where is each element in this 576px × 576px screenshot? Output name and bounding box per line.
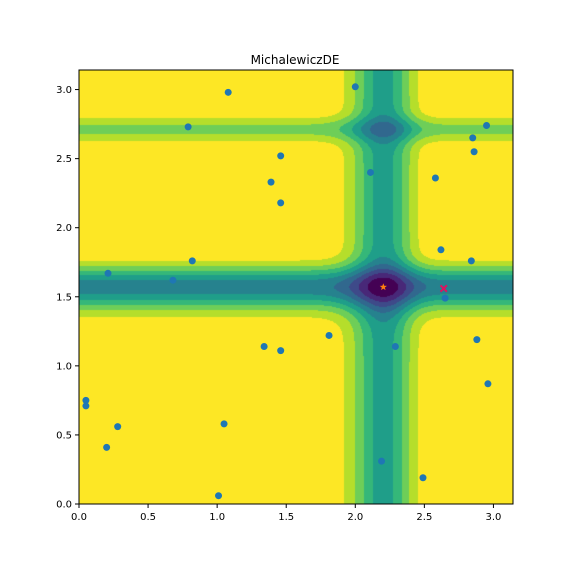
contour-background xyxy=(79,70,513,504)
x-tick-label: 1.5 xyxy=(278,512,294,523)
global-minimum-marker xyxy=(379,283,387,291)
x-tick-label: 3.0 xyxy=(485,512,501,523)
population-point xyxy=(366,168,374,176)
data-marks xyxy=(82,83,492,500)
population-point xyxy=(103,443,111,451)
population-point xyxy=(391,343,399,351)
population-point xyxy=(467,257,475,265)
population-point xyxy=(224,88,232,96)
population-point xyxy=(470,148,478,156)
population-point xyxy=(277,152,285,160)
x-tick-label: 0.0 xyxy=(71,512,87,523)
population-point xyxy=(419,474,427,482)
y-axis: 0.0 0.5 1.0 1.5 2.0 2.5 3.0 xyxy=(56,85,79,511)
x-tick-label: 1.0 xyxy=(209,512,225,523)
population-point xyxy=(431,174,439,182)
population-point xyxy=(325,331,333,339)
population-point xyxy=(220,420,228,428)
population-point xyxy=(169,276,177,284)
population-point xyxy=(82,402,90,410)
y-tick-label: 0.5 xyxy=(56,430,72,441)
population-point xyxy=(114,423,122,431)
population-point xyxy=(260,343,268,351)
population-point xyxy=(267,178,275,186)
y-tick-label: 0.0 xyxy=(56,500,72,511)
chart-title: MichalewiczDE xyxy=(251,53,340,67)
population-point xyxy=(441,294,449,302)
population-point xyxy=(483,121,491,129)
population-point xyxy=(277,347,285,355)
y-tick-label: 1.0 xyxy=(56,361,72,372)
x-tick-label: 2.5 xyxy=(416,512,432,523)
population-point xyxy=(188,257,196,265)
population-point xyxy=(437,246,445,254)
y-tick-label: 3.0 xyxy=(56,85,72,96)
population-point xyxy=(104,269,112,277)
population-point xyxy=(484,380,492,388)
population-point xyxy=(184,123,192,131)
population-point xyxy=(82,396,90,404)
best-found-marker xyxy=(439,284,448,293)
x-tick-label: 0.5 xyxy=(140,512,156,523)
plot-area xyxy=(78,69,514,505)
population-point xyxy=(469,134,477,142)
axes-frame xyxy=(78,69,514,505)
population-point xyxy=(378,457,386,465)
y-tick-label: 1.5 xyxy=(56,292,72,303)
y-tick-label: 2.0 xyxy=(56,223,72,234)
y-tick-label: 2.5 xyxy=(56,154,72,165)
population-point xyxy=(215,492,223,500)
x-tick-label: 2.0 xyxy=(347,512,363,523)
population-point xyxy=(351,83,359,91)
population-point xyxy=(277,199,285,207)
population-point xyxy=(473,336,481,344)
x-axis: 0.0 0.5 1.0 1.5 2.0 2.5 3.0 xyxy=(71,504,501,523)
